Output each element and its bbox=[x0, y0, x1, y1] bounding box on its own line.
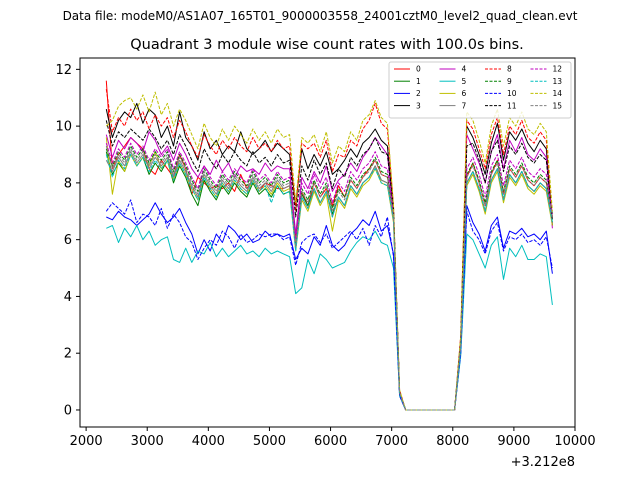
legend-label-9: 9 bbox=[507, 77, 512, 86]
x-tick-label: 10000 bbox=[554, 434, 595, 449]
series-line-8 bbox=[105, 89, 553, 411]
axes-frame bbox=[79, 57, 576, 428]
y-tick-label: 0 bbox=[64, 403, 72, 418]
legend-label-15: 15 bbox=[553, 101, 563, 110]
y-axis: 0 2 4 6 8 10 12 bbox=[55, 63, 80, 418]
legend-label-13: 13 bbox=[553, 77, 563, 86]
legend-label-14: 14 bbox=[553, 89, 563, 98]
x-tick-label: 6000 bbox=[314, 434, 347, 449]
legend-label-0: 0 bbox=[416, 65, 421, 74]
series-line-11 bbox=[105, 120, 553, 411]
legend-label-11: 11 bbox=[507, 101, 517, 110]
legend-label-12: 12 bbox=[553, 65, 563, 74]
series-line-10 bbox=[105, 199, 553, 411]
series-line-3 bbox=[105, 102, 553, 411]
series-line-13 bbox=[105, 154, 553, 411]
series-line-9 bbox=[105, 145, 553, 411]
series-lines bbox=[105, 80, 553, 411]
series-line-7 bbox=[105, 151, 553, 411]
legend-label-4: 4 bbox=[462, 65, 467, 74]
chart-title: Quadrant 3 module wise count rates with … bbox=[130, 37, 524, 53]
x-tick-label: 5000 bbox=[253, 434, 286, 449]
figure-suptitle: Data file: modeM0/AS1A07_165T01_90000035… bbox=[63, 9, 578, 23]
x-axis-offset-label: +3.212e8 bbox=[511, 455, 575, 470]
x-tick-label: 3000 bbox=[131, 434, 164, 449]
series-line-12 bbox=[105, 142, 553, 411]
x-tick-label: 9000 bbox=[497, 434, 530, 449]
series-line-14 bbox=[105, 91, 553, 411]
x-axis: 2000 3000 4000 5000 6000 7000 8000 9000 10000 bbox=[70, 427, 596, 449]
legend-label-1: 1 bbox=[416, 77, 421, 86]
series-line-5 bbox=[106, 225, 553, 411]
legend-label-2: 2 bbox=[416, 89, 421, 98]
y-tick-label: 2 bbox=[64, 347, 72, 362]
x-tick-label: 8000 bbox=[436, 434, 469, 449]
legend-label-10: 10 bbox=[507, 89, 517, 98]
legend-label-6: 6 bbox=[462, 89, 467, 98]
legend-label-3: 3 bbox=[416, 101, 421, 110]
legend-label-8: 8 bbox=[507, 65, 512, 74]
legend-frame bbox=[388, 61, 572, 119]
series-line-4 bbox=[105, 131, 553, 411]
x-tick-label: 2000 bbox=[70, 434, 103, 449]
x-tick-label: 4000 bbox=[192, 434, 225, 449]
y-tick-label: 10 bbox=[55, 120, 72, 135]
y-tick-label: 12 bbox=[55, 63, 72, 78]
series-line-2 bbox=[106, 202, 553, 411]
legend-label-7: 7 bbox=[462, 101, 467, 110]
legend-label-5: 5 bbox=[462, 77, 467, 86]
x-tick-label: 7000 bbox=[375, 434, 408, 449]
series-line-15 bbox=[105, 145, 553, 411]
y-tick-label: 4 bbox=[64, 290, 72, 305]
y-tick-label: 8 bbox=[64, 176, 72, 191]
y-tick-label: 6 bbox=[64, 233, 72, 248]
